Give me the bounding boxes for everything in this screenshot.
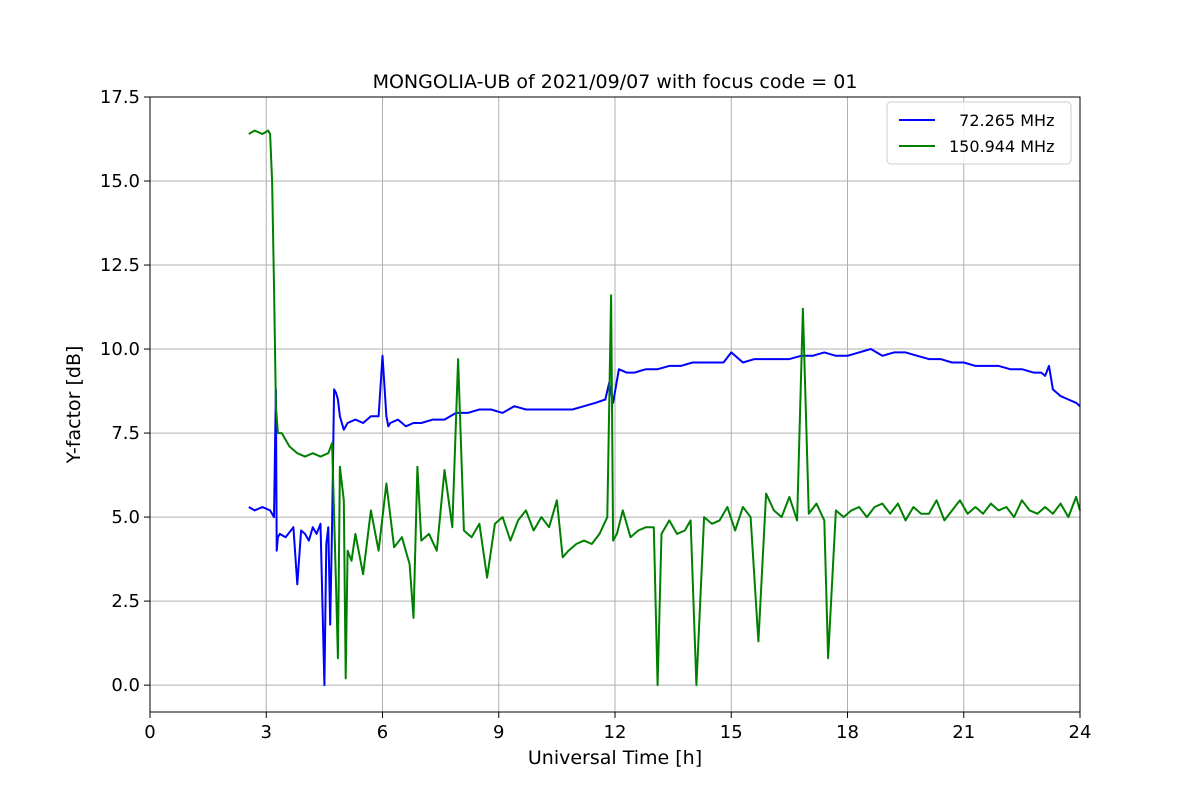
- legend-label-1: 72.265 MHz: [949, 111, 1054, 130]
- x-tick-label: 6: [377, 722, 388, 743]
- legend: 72.265 MHz 150.944 MHz: [886, 101, 1072, 165]
- x-axis-label: Universal Time [h]: [528, 747, 702, 769]
- x-tick-label: 0: [144, 722, 155, 743]
- y-tick-label: 15.0: [100, 171, 140, 192]
- y-axis-label: Y-factor [dB]: [63, 346, 85, 465]
- chart-title: MONGOLIA-UB of 2021/09/07 with focus cod…: [373, 71, 858, 93]
- x-tick-label: 9: [493, 722, 504, 743]
- legend-label-2: 150.944 MHz: [949, 137, 1054, 156]
- y-tick-label: 0.0: [111, 675, 140, 696]
- y-tick-label: 10.0: [100, 339, 140, 360]
- x-tick-label: 15: [720, 722, 743, 743]
- x-tick-label: 24: [1069, 722, 1092, 743]
- x-tick-label: 3: [261, 722, 272, 743]
- y-tick-label: 7.5: [111, 423, 140, 444]
- legend-box: [886, 101, 1072, 165]
- x-tick-label: 12: [604, 722, 627, 743]
- y-tick-label: 12.5: [100, 255, 140, 276]
- x-tick-label: 21: [952, 722, 975, 743]
- y-tick-label: 2.5: [111, 591, 140, 612]
- series-line-1: [248, 348, 1081, 687]
- y-tick-label: 17.5: [100, 87, 140, 108]
- x-tick-label: 18: [836, 722, 859, 743]
- y-tick-label: 5.0: [111, 507, 140, 528]
- series-layer: [248, 129, 1081, 687]
- ticks: 0 3 6 9 12 15 18 21 24 0.0 2.5 5.0 7.5 10.0 12.5 15.0 17…: [100, 87, 1092, 743]
- series-line-2: [248, 129, 1081, 687]
